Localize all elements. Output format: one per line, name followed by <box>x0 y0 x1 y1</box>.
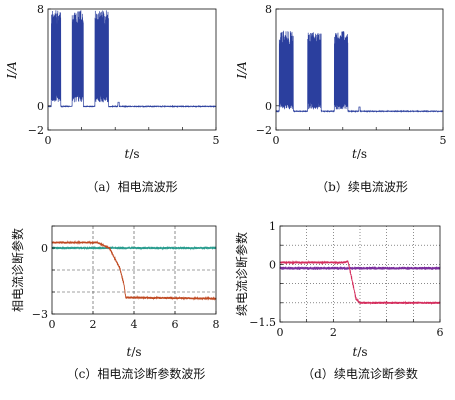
x-tick-label: 8 <box>213 318 220 331</box>
x-tick-label: 4 <box>131 318 138 331</box>
caption: （b）续电流波形 <box>316 180 408 194</box>
y-axis-label: 续电流诊断参数 <box>234 232 249 316</box>
plot-frame <box>275 8 444 131</box>
series-line-1 <box>279 266 441 270</box>
series-line-2 <box>51 239 217 301</box>
x-axis-unit: /s <box>131 345 141 359</box>
y-tick-label: −2 <box>256 124 272 137</box>
x-tick-label: 6 <box>437 326 444 339</box>
y-tick-label: −3 <box>32 308 48 321</box>
x-axis-variable: t <box>352 147 357 161</box>
caption: （c）相电流诊断参数波形 <box>67 366 206 381</box>
y-tick-label: −1.5 <box>249 316 276 329</box>
y-tick-label: −2 <box>28 124 44 137</box>
y-tick-label: 0 <box>269 258 276 271</box>
x-axis-unit: /s <box>357 147 367 161</box>
y-axis-label: I/A <box>235 61 249 80</box>
grid <box>52 226 216 314</box>
x-axis-variable: t <box>124 147 129 161</box>
x-tick-label: 0 <box>273 134 280 147</box>
caption: （a）相电流波形 <box>86 180 177 194</box>
x-axis-unit: /s <box>357 345 367 359</box>
plot-frame <box>47 8 217 131</box>
y-tick-label: 0 <box>265 100 272 113</box>
x-axis-label: t/s <box>124 147 139 161</box>
series-line-1 <box>47 10 217 109</box>
x-tick-label: 5 <box>440 134 447 147</box>
x-tick-label: 5 <box>213 134 220 147</box>
y-tick-label: 8 <box>265 3 272 16</box>
series-line-2 <box>279 259 441 306</box>
series-line-1 <box>275 30 444 113</box>
x-tick-label: 0 <box>45 134 52 147</box>
series-line-1 <box>51 245 217 251</box>
y-tick-label: 0 <box>41 242 48 255</box>
x-axis-label: t/s <box>126 345 141 359</box>
x-axis-variable: t <box>126 345 131 359</box>
x-axis-unit: /s <box>129 147 139 161</box>
y-tick-label: 0 <box>37 100 44 113</box>
y-tick-label: 1 <box>269 220 276 233</box>
x-tick-label: 0 <box>49 318 56 331</box>
y-axis-label: 相电流诊断参数 <box>10 228 25 312</box>
x-axis-variable: t <box>352 345 357 359</box>
x-axis-label: t/s <box>352 147 367 161</box>
x-tick-label: 0 <box>277 326 284 339</box>
caption: （d）续电流诊断参数 <box>302 366 418 381</box>
x-axis-label: t/s <box>352 345 367 359</box>
grid <box>280 226 440 322</box>
x-tick-label: 6 <box>172 318 179 331</box>
y-axis-label: I/A <box>5 61 19 80</box>
x-tick-label: 2 <box>90 318 97 331</box>
y-tick-label: 8 <box>37 3 44 16</box>
x-tick-label: 2 <box>330 326 337 339</box>
